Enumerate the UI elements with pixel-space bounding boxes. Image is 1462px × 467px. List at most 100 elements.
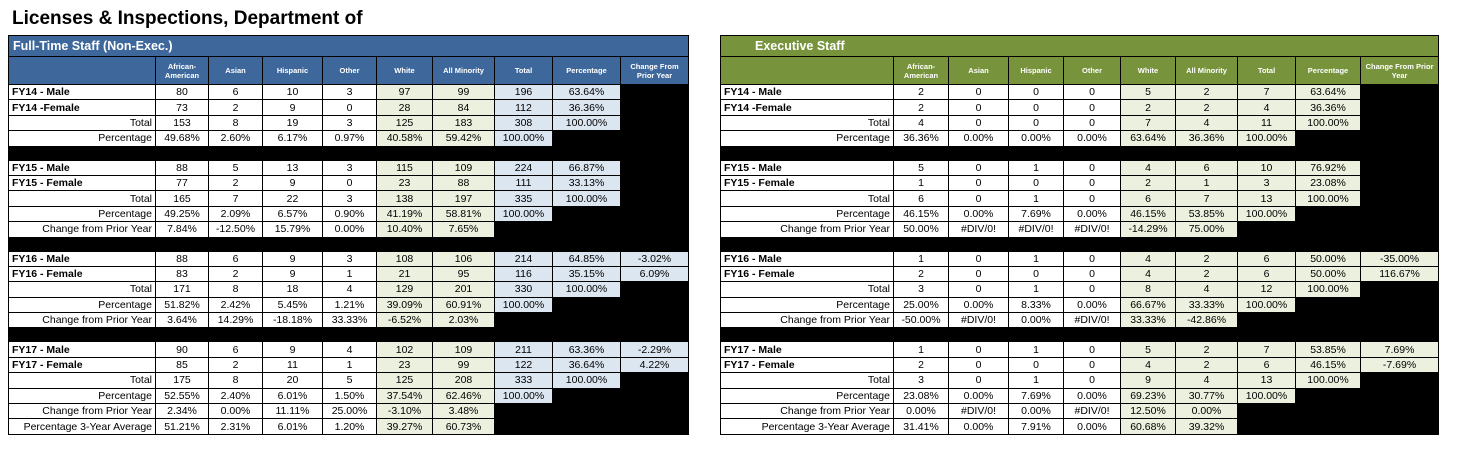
data-cell: 37.54% — [376, 387, 433, 405]
data-cell: 100.00% — [552, 114, 621, 132]
separator-row — [7, 236, 690, 252]
data-cell: 1.50% — [322, 387, 377, 405]
data-cell: 2 — [893, 83, 949, 101]
data-row: Percentage 3-Year Average 51.21% 2.31% 6.01… — [8, 418, 690, 435]
data-cell: 0 — [1063, 341, 1121, 358]
data-cell: 83 — [155, 265, 209, 283]
data-row: Change from Prior Year 2.34% 0.00% 11.11% 25… — [8, 403, 690, 420]
data-cell: -18.18% — [262, 312, 323, 329]
data-cell: 99 — [432, 83, 495, 101]
data-cell: 100.00% — [552, 372, 621, 389]
data-cell: 0.00% — [1063, 387, 1121, 405]
header-row: African-American Asian Hispanic Other White A… — [8, 56, 690, 85]
data-row: FY16 - Female 2 0 0 0 4 2 6 50.00% 116.67% — [720, 265, 1440, 283]
separator-row — [719, 236, 1440, 252]
data-cell: 2.40% — [208, 387, 263, 405]
data-row: Total 4 0 0 0 7 4 11 100.00% — [720, 114, 1440, 132]
separator — [719, 327, 1440, 343]
row-label: Percentage — [720, 205, 894, 223]
data-row: Percentage 46.15% 0.00% 7.69% 0.00% 46.15% 53.… — [720, 205, 1440, 223]
data-cell: 88 — [155, 159, 209, 176]
data-cell: 100.00% — [552, 281, 621, 298]
data-cell: 2 — [1175, 265, 1238, 283]
column-header: Total — [494, 56, 553, 85]
data-cell: 39.09% — [376, 296, 433, 314]
blank-cell — [1359, 83, 1440, 101]
data-cell: 8 — [208, 372, 263, 389]
data-cell: 3 — [322, 250, 377, 267]
panel-title: Executive Staff — [719, 35, 1440, 57]
row-label: FY14 -Female — [8, 99, 156, 116]
blank-cell — [619, 99, 690, 116]
data-cell: -35.00% — [1359, 250, 1440, 267]
data-cell: 224 — [494, 159, 553, 176]
row-label: Change from Prior Year — [8, 221, 156, 238]
column-header: Other — [322, 56, 377, 85]
data-cell: 50.00% — [1295, 250, 1361, 267]
blank-cell — [1359, 159, 1440, 176]
data-cell: -7.69% — [1359, 356, 1440, 374]
data-cell: 4 — [322, 341, 377, 358]
data-cell: 5 — [1120, 83, 1176, 101]
data-cell: 2 — [1175, 83, 1238, 101]
data-cell: 9 — [262, 341, 323, 358]
data-cell: 125 — [376, 114, 433, 132]
data-cell: 63.36% — [552, 341, 621, 358]
data-cell: 30.77% — [1175, 387, 1238, 405]
data-cell: 6.57% — [262, 205, 323, 223]
data-cell: 12.50% — [1120, 403, 1176, 420]
data-cell: 2 — [208, 174, 263, 192]
data-cell: 63.64% — [1295, 83, 1361, 101]
data-cell: 6.01% — [262, 387, 323, 405]
data-cell: 28 — [376, 99, 433, 116]
data-cell: 40.58% — [376, 130, 433, 147]
blank-cell — [1295, 387, 1361, 405]
data-row: FY17 - Female 85 2 11 1 23 99 122 36.64% 4.22% — [8, 356, 690, 374]
data-cell: 10 — [1237, 159, 1296, 176]
blank-cell — [494, 312, 553, 329]
data-cell: 5.45% — [262, 296, 323, 314]
blank-cell — [494, 418, 553, 435]
data-cell: 4 — [1175, 372, 1238, 389]
blank-cell — [619, 114, 690, 132]
data-cell: -50.00% — [893, 312, 949, 329]
data-cell: 7.69% — [1008, 205, 1064, 223]
data-cell: 9 — [262, 174, 323, 192]
page-title: Licenses & Inspections, Department of — [12, 8, 363, 29]
data-cell: 3.48% — [432, 403, 495, 420]
data-cell: 1 — [1008, 159, 1064, 176]
blank-cell — [1359, 312, 1440, 329]
row-label: FY14 - Male — [8, 83, 156, 101]
data-cell: 88 — [432, 174, 495, 192]
data-cell: 77 — [155, 174, 209, 192]
data-cell: 60.91% — [432, 296, 495, 314]
data-cell: 6.17% — [262, 130, 323, 147]
data-cell: 1 — [322, 265, 377, 283]
data-cell: 23.08% — [1295, 174, 1361, 192]
data-cell: 1 — [1175, 174, 1238, 192]
blank-cell — [1359, 221, 1440, 238]
data-cell: 75.00% — [1175, 221, 1238, 238]
data-cell: 100.00% — [494, 205, 553, 223]
data-cell: 97 — [376, 83, 433, 101]
data-cell: -6.52% — [376, 312, 433, 329]
data-cell: 6 — [1237, 265, 1296, 283]
blank-cell — [1237, 221, 1296, 238]
data-cell: 0 — [948, 341, 1009, 358]
data-cell: 1 — [1008, 190, 1064, 207]
data-cell: -3.02% — [619, 250, 690, 267]
data-cell: 80 — [155, 83, 209, 101]
data-cell: 46.15% — [1120, 205, 1176, 223]
data-row: Percentage 36.36% 0.00% 0.00% 0.00% 63.64% 36.… — [720, 130, 1440, 147]
data-cell: 0 — [948, 99, 1009, 116]
row-label: FY15 - Female — [8, 174, 156, 192]
data-cell: 9 — [262, 265, 323, 283]
blank-cell — [552, 205, 621, 223]
data-cell: 49.25% — [155, 205, 209, 223]
data-cell: 18 — [262, 281, 323, 298]
row-label: Percentage — [8, 130, 156, 147]
data-cell: 330 — [494, 281, 553, 298]
header-row: African-American Asian Hispanic Other White A… — [720, 56, 1440, 85]
data-cell: 129 — [376, 281, 433, 298]
row-label: FY15 - Female — [720, 174, 894, 192]
